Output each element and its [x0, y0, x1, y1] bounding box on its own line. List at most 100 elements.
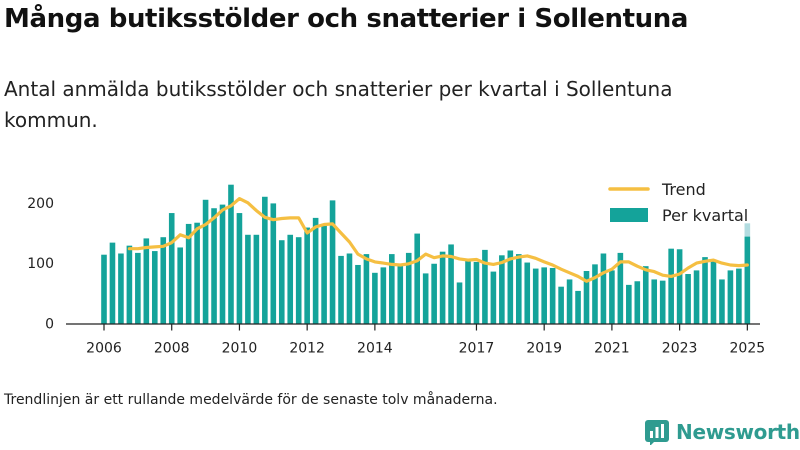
- chart-subtitle: Antal anmälda butiksstölder och snatteri…: [4, 77, 673, 132]
- bar: [524, 262, 531, 324]
- bar: [659, 280, 666, 324]
- bar: [295, 237, 302, 324]
- bar: [626, 284, 632, 324]
- bar: [185, 223, 192, 324]
- bar: [431, 263, 437, 324]
- bar: [363, 254, 370, 324]
- bar: [668, 248, 674, 324]
- bar: [566, 279, 573, 324]
- bar: [719, 279, 725, 324]
- bar: [321, 223, 327, 324]
- bar: [558, 286, 564, 324]
- bar: [744, 236, 751, 324]
- bar-chart: 0 100 200 2006 2008 2010 2012 2014 2017 2019 2021…: [27, 180, 766, 357]
- x-tick-label: 2012: [289, 341, 325, 357]
- bar: [262, 196, 268, 324]
- bar: [160, 237, 167, 324]
- x-tick-label: 2006: [86, 341, 122, 357]
- bar: [456, 282, 463, 324]
- bar-partial: [744, 223, 751, 237]
- bar: [143, 238, 150, 324]
- bar: [702, 257, 708, 324]
- newsworthy-logo-icon: [644, 419, 670, 445]
- x-tick-label: 2017: [459, 341, 495, 357]
- bar: [490, 271, 497, 324]
- bar: [253, 234, 260, 324]
- bar: [118, 253, 124, 324]
- chart-title: Många butiksstölder och snatterier i Sol…: [4, 4, 688, 34]
- bar: [473, 261, 480, 324]
- bar: [211, 208, 217, 324]
- bar: [380, 267, 387, 324]
- bar: [346, 253, 353, 324]
- bar: [312, 217, 319, 324]
- bar: [499, 255, 505, 324]
- bar: [270, 203, 277, 324]
- bar: [236, 213, 243, 324]
- bar: [101, 254, 107, 324]
- y-axis: 0 100 200: [27, 196, 54, 333]
- bar: [676, 249, 683, 324]
- x-tick-label: 2010: [222, 341, 258, 357]
- legend: Trend Per kvartal: [608, 180, 748, 225]
- bar: [151, 251, 158, 324]
- bar: [126, 245, 133, 324]
- bar: [219, 204, 226, 324]
- bar: [304, 227, 310, 324]
- bar: [135, 252, 141, 324]
- bar: [194, 222, 200, 324]
- x-tick-label: 2021: [594, 341, 630, 357]
- bar: [651, 279, 658, 324]
- footnote: Trendlinjen är ett rullande medelvärde f…: [4, 392, 498, 408]
- brand-name: Newsworthy: [676, 420, 800, 444]
- bar: [710, 260, 717, 324]
- bar: [575, 290, 581, 324]
- bar: [592, 264, 598, 324]
- bar: [736, 268, 742, 324]
- bar: [109, 242, 116, 324]
- bar: [389, 254, 395, 324]
- y-tick-label: 200: [27, 196, 54, 212]
- bar: [634, 281, 641, 324]
- bar: [541, 267, 547, 324]
- trend-line: [127, 197, 749, 283]
- x-tick-label: 2008: [154, 341, 190, 357]
- bar: [338, 255, 344, 324]
- x-tick-label: 2023: [662, 341, 698, 357]
- x-tick-label: 2025: [730, 341, 766, 357]
- bar: [507, 250, 514, 324]
- bar: [693, 270, 700, 324]
- bar: [372, 272, 378, 324]
- bar: [355, 264, 361, 324]
- bar: [482, 249, 488, 324]
- bar: [515, 254, 522, 324]
- bar-series: [101, 184, 751, 324]
- bar: [600, 253, 607, 324]
- bar: [202, 199, 209, 324]
- bar: [397, 264, 404, 324]
- legend-trend-label: Trend: [661, 180, 706, 199]
- bar: [168, 213, 175, 324]
- bar: [422, 273, 429, 324]
- bar: [414, 233, 421, 324]
- bar: [278, 240, 285, 324]
- bar: [228, 184, 234, 324]
- x-tick-label: 2019: [526, 341, 562, 357]
- bar: [465, 259, 471, 324]
- trend-series: [127, 197, 749, 283]
- legend-bar-swatch: [610, 208, 648, 222]
- y-tick-label: 100: [27, 256, 54, 272]
- bar: [549, 267, 556, 324]
- bar: [609, 270, 615, 324]
- bar: [642, 266, 649, 324]
- bar: [405, 252, 412, 324]
- x-tick-label: 2014: [357, 341, 393, 357]
- bar: [583, 270, 590, 324]
- legend-bar-label: Per kvartal: [662, 206, 748, 225]
- bar: [448, 244, 454, 324]
- x-axis: 2006 2008 2010 2012 2014 2017 2019 2021 2023 2025: [66, 323, 766, 357]
- brand-logo[interactable]: Newsworthy: [644, 419, 800, 445]
- bar: [727, 270, 734, 324]
- bar: [287, 234, 294, 324]
- bar: [245, 234, 251, 324]
